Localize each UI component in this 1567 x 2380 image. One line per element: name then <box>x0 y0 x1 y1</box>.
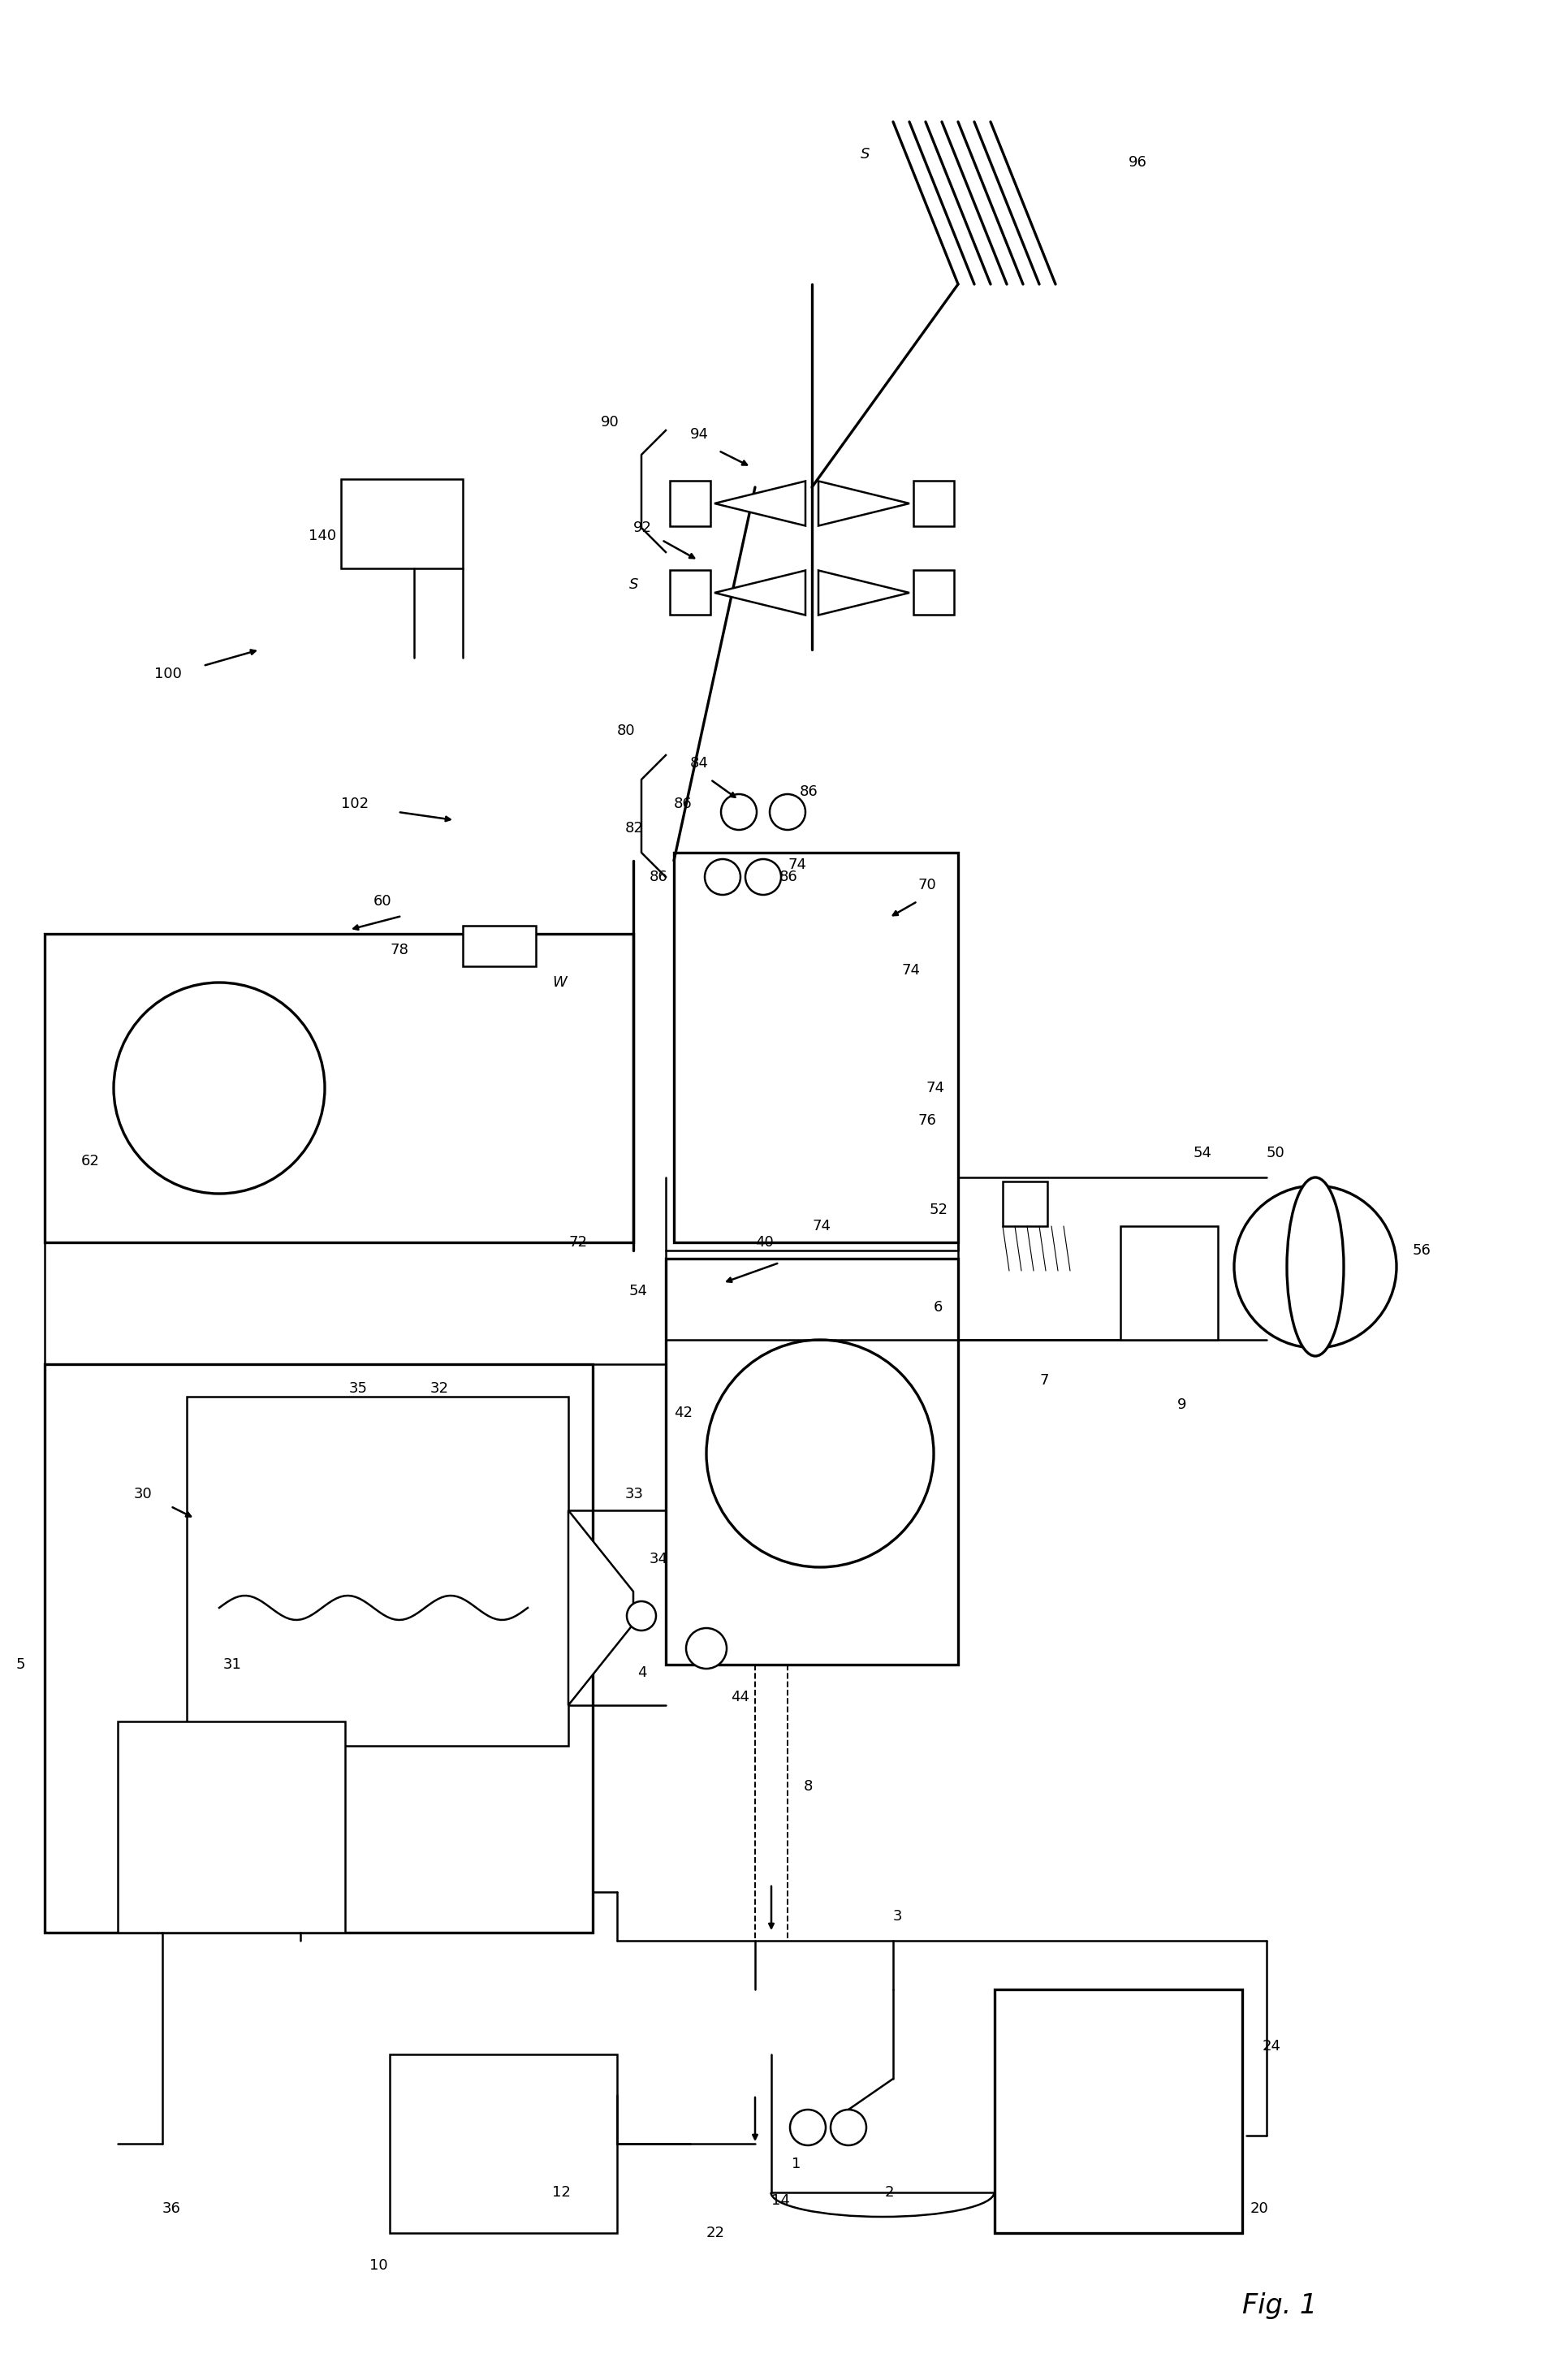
Circle shape <box>707 1340 934 1566</box>
Bar <box>914 571 954 614</box>
Bar <box>914 481 954 526</box>
Text: 8: 8 <box>804 1780 813 1795</box>
Bar <box>1003 1180 1047 1226</box>
Text: 6: 6 <box>934 1299 943 1314</box>
Text: W: W <box>552 976 567 990</box>
Circle shape <box>769 795 805 831</box>
Bar <box>118 1721 345 1933</box>
Text: 10: 10 <box>370 2259 387 2273</box>
Circle shape <box>721 795 757 831</box>
Text: 35: 35 <box>349 1380 368 1395</box>
Polygon shape <box>818 481 909 526</box>
Text: 20: 20 <box>1250 2202 1269 2216</box>
Text: 12: 12 <box>552 2185 570 2199</box>
Bar <box>44 1364 592 1933</box>
Text: 72: 72 <box>569 1235 588 1250</box>
Text: 62: 62 <box>81 1154 100 1169</box>
Circle shape <box>1235 1185 1396 1347</box>
Text: 34: 34 <box>650 1552 668 1566</box>
Text: 22: 22 <box>707 2225 726 2240</box>
Text: 1: 1 <box>791 2156 801 2171</box>
Text: 94: 94 <box>689 426 708 443</box>
Text: 54: 54 <box>630 1283 647 1299</box>
Bar <box>342 478 462 569</box>
Circle shape <box>746 859 780 895</box>
Text: 2: 2 <box>885 2185 895 2199</box>
Text: 60: 60 <box>373 895 392 909</box>
Circle shape <box>732 1164 810 1240</box>
Text: 74: 74 <box>788 857 807 871</box>
Bar <box>669 571 710 614</box>
Text: 100: 100 <box>154 666 182 681</box>
Text: 86: 86 <box>650 869 668 885</box>
Text: 74: 74 <box>926 1081 945 1095</box>
Bar <box>674 852 957 1242</box>
Polygon shape <box>569 1511 633 1704</box>
Circle shape <box>821 1050 899 1128</box>
Text: 82: 82 <box>625 821 644 835</box>
Text: 80: 80 <box>617 724 636 738</box>
Text: 42: 42 <box>674 1407 693 1421</box>
Text: 140: 140 <box>309 528 337 543</box>
Text: 44: 44 <box>730 1690 749 1704</box>
Text: S: S <box>630 578 638 593</box>
Text: Fig. 1: Fig. 1 <box>1243 2292 1316 2320</box>
Circle shape <box>831 2109 867 2144</box>
Text: 30: 30 <box>133 1488 152 1502</box>
Text: 31: 31 <box>223 1656 241 1671</box>
Text: S: S <box>860 148 870 162</box>
Circle shape <box>790 942 867 1021</box>
Text: 4: 4 <box>638 1666 647 1680</box>
Text: 76: 76 <box>917 1114 935 1128</box>
Text: 74: 74 <box>812 1219 831 1233</box>
Text: 96: 96 <box>1128 155 1147 169</box>
Text: 24: 24 <box>1263 2040 1282 2054</box>
Text: 78: 78 <box>390 942 409 957</box>
Polygon shape <box>715 571 805 614</box>
Circle shape <box>683 854 762 933</box>
Ellipse shape <box>1287 1178 1344 1357</box>
Bar <box>462 926 536 966</box>
Polygon shape <box>715 481 805 526</box>
Text: 14: 14 <box>771 2194 790 2209</box>
Text: 54: 54 <box>1194 1145 1213 1161</box>
Text: 90: 90 <box>600 414 619 428</box>
Circle shape <box>114 983 324 1195</box>
Text: 5: 5 <box>16 1656 25 1671</box>
Text: 50: 50 <box>1266 1145 1285 1161</box>
Text: 102: 102 <box>342 797 368 812</box>
Polygon shape <box>818 571 909 614</box>
Text: 3: 3 <box>893 1909 903 1923</box>
Text: 70: 70 <box>917 878 935 892</box>
Text: 36: 36 <box>163 2202 180 2216</box>
Text: 86: 86 <box>674 797 693 812</box>
Bar <box>995 1990 1243 2232</box>
Bar <box>390 2054 617 2232</box>
Text: 92: 92 <box>633 521 652 536</box>
Circle shape <box>790 2109 826 2144</box>
Bar <box>44 933 633 1242</box>
Text: 56: 56 <box>1413 1242 1431 1257</box>
Text: 7: 7 <box>1039 1373 1048 1388</box>
Circle shape <box>686 1628 727 1668</box>
Text: 84: 84 <box>689 757 708 771</box>
Text: 86: 86 <box>779 869 798 885</box>
Text: 40: 40 <box>755 1235 774 1250</box>
Bar <box>669 481 710 526</box>
Text: 33: 33 <box>625 1488 644 1502</box>
Circle shape <box>627 1602 657 1630</box>
Text: 74: 74 <box>901 964 920 978</box>
Bar <box>186 1397 569 1747</box>
Text: 86: 86 <box>799 785 818 800</box>
Text: 52: 52 <box>929 1202 948 1216</box>
Text: 32: 32 <box>431 1380 450 1395</box>
Bar <box>1120 1226 1218 1340</box>
Circle shape <box>705 859 741 895</box>
Bar <box>666 1259 957 1664</box>
Text: 9: 9 <box>1177 1397 1186 1411</box>
